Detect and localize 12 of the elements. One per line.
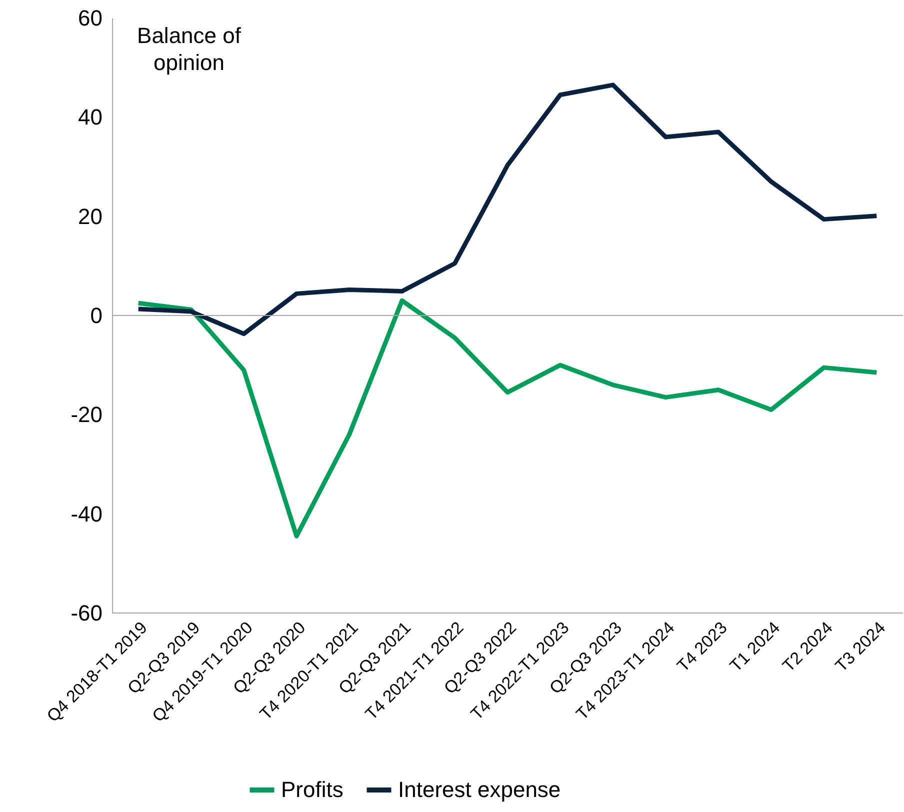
legend-label: Interest expense	[398, 777, 561, 802]
line-series	[136, 82, 879, 336]
legend-label: Profits	[281, 777, 344, 802]
y-tick-label: 60	[78, 6, 102, 30]
y-tick-label: 40	[78, 104, 102, 130]
y-tick-label: -20	[70, 402, 102, 428]
line-series	[136, 298, 879, 538]
y-tick-label: 20	[78, 204, 102, 229]
y-tick-label: -40	[70, 501, 102, 526]
y-tick-label: 0	[90, 303, 102, 328]
annotation: Balance of opinion	[137, 23, 242, 75]
y-tick-label: -60	[70, 600, 102, 626]
